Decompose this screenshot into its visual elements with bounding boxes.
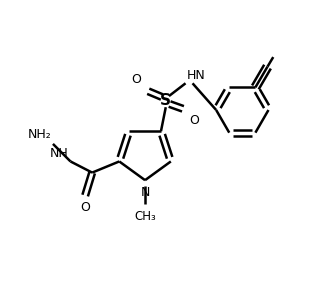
Text: O: O <box>131 73 141 86</box>
Text: NH₂: NH₂ <box>28 128 51 141</box>
Text: NH: NH <box>50 147 69 160</box>
Text: O: O <box>80 201 90 214</box>
Text: HN: HN <box>187 69 206 82</box>
Text: O: O <box>189 114 199 127</box>
Text: N: N <box>140 186 150 199</box>
Text: CH₃: CH₃ <box>134 210 156 224</box>
Text: S: S <box>160 93 171 108</box>
